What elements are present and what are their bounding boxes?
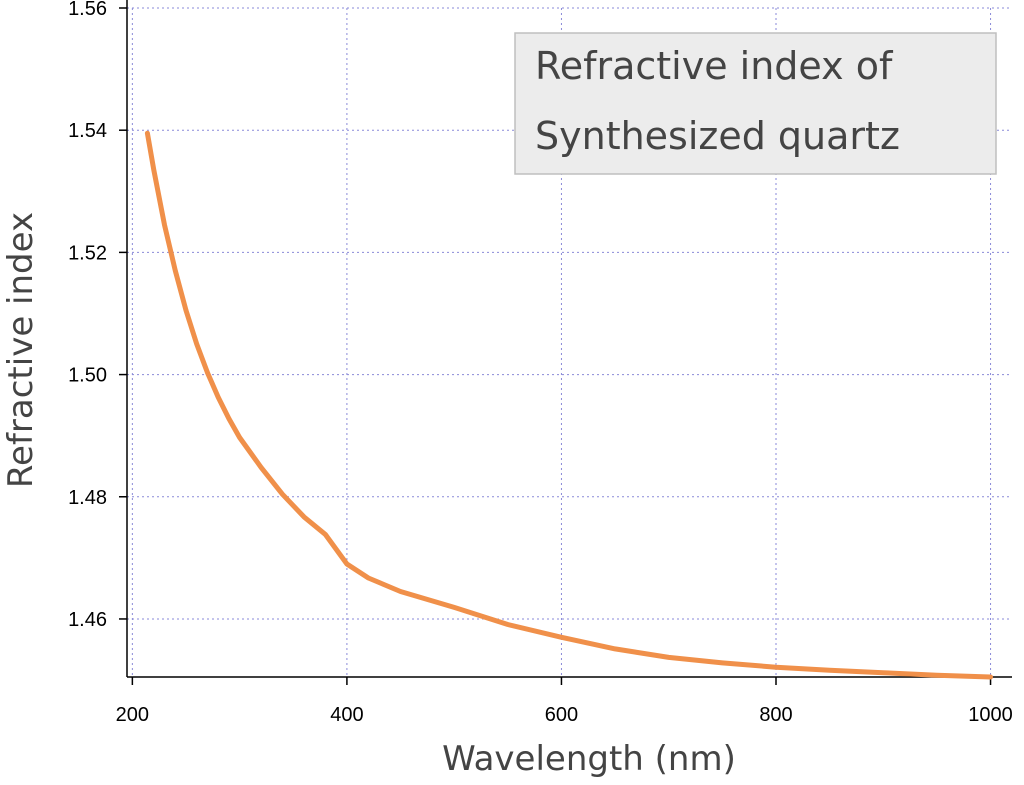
legend-box: Refractive index of Synthesized quartz (514, 32, 997, 175)
series-line (144, 130, 993, 680)
y-axis-title: Refractive index (1, 212, 41, 488)
x-tick-label: 400 (330, 704, 363, 726)
legend-background (514, 32, 997, 175)
y-tick-label: 1.56 (68, 0, 107, 20)
x-tick-label: 800 (759, 704, 792, 726)
legend-line-1: Refractive index of (535, 44, 894, 88)
y-tick-label: 1.54 (68, 120, 107, 142)
x-tick-label: 600 (545, 704, 578, 726)
axes (126, 0, 1012, 678)
series (144, 130, 993, 680)
y-tick-label: 1.48 (68, 487, 107, 509)
legend-line-2: Synthesized quartz (535, 114, 900, 158)
y-tick-label: 1.46 (68, 609, 107, 631)
x-tick-label: 1000 (968, 704, 1013, 726)
ticks: 200 400 600 800 1000 1.46 1.48 1.50 1.52 1.54 1.56 (68, 0, 1013, 726)
y-tick-label: 1.52 (68, 242, 107, 264)
x-tick-label: 200 (116, 704, 149, 726)
x-axis-title: Wavelength (nm) (442, 739, 736, 779)
y-tick-label: 1.50 (68, 365, 107, 387)
